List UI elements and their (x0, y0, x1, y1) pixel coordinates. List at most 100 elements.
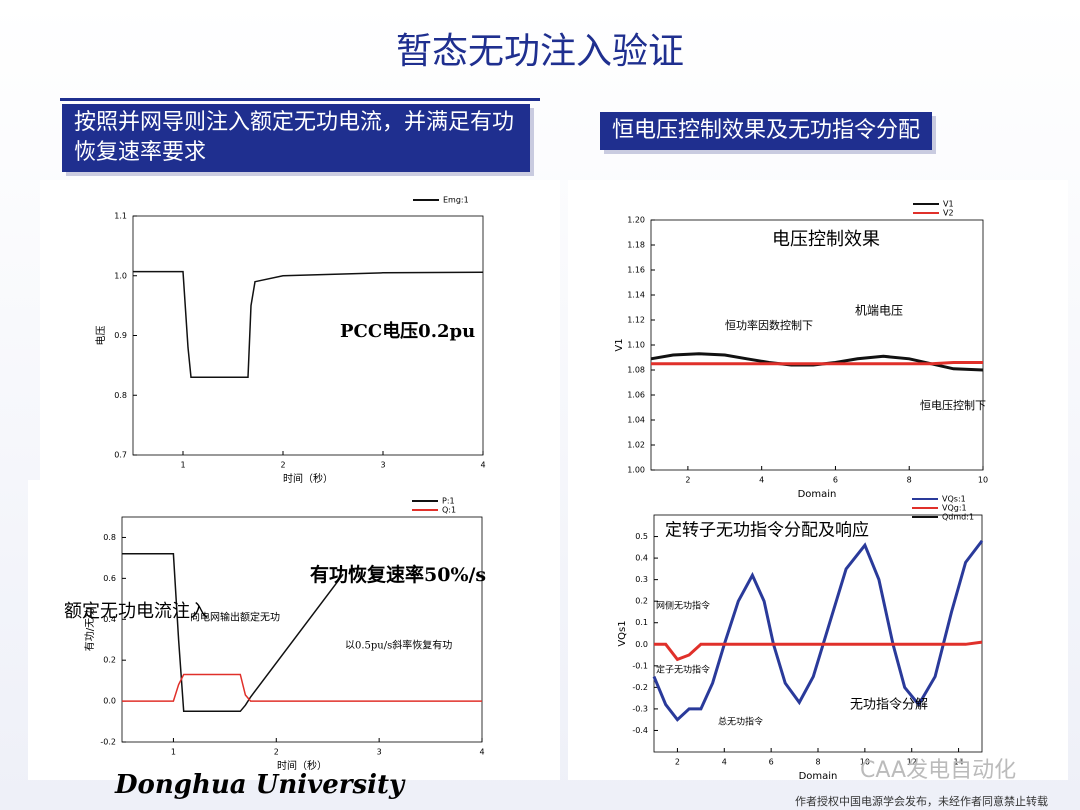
y-tick-label: 1.18 (627, 241, 645, 250)
annotation: 额定无功电流注入 (64, 601, 208, 622)
y-tick-label: 0.7 (114, 451, 127, 460)
x-tick-label: 4 (759, 476, 764, 485)
series-line (650, 352, 984, 372)
legend-label: V2 (943, 209, 954, 218)
watermark: CAA发电自动化 (860, 758, 1017, 783)
y-tick-label: 0.6 (103, 574, 116, 583)
legend-label: V1 (943, 200, 954, 209)
annotation: 向电网输出额定无功 (190, 611, 280, 624)
series-line (122, 553, 344, 713)
y-tick-label: 1.02 (627, 441, 645, 450)
y-tick-label: 0.2 (103, 656, 116, 665)
left-caption: 按照并网导则注入额定无功电流，并满足有功恢复速率要求 (62, 104, 530, 172)
y-tick-label: 0.1 (635, 618, 648, 627)
slide-title: 暂态无功注入验证 (395, 31, 684, 72)
annotation: 以0.5pu/s斜率恢复有功 (345, 639, 452, 652)
y-tick-label: 1.10 (627, 341, 645, 350)
panel (40, 180, 560, 480)
y-tick-label: 1.20 (627, 216, 645, 225)
x-tick-label: 8 (815, 758, 820, 767)
legend-label: VQg:1 (942, 504, 967, 513)
y-axis-label: VQs1 (617, 620, 628, 646)
x-tick-label: 10 (860, 758, 870, 767)
series-line (133, 270, 484, 379)
annotation: 无功指令分解 (850, 698, 928, 713)
y-tick-label: 1.16 (627, 266, 645, 275)
x-tick-label: 1 (180, 461, 185, 470)
x-tick-label: 14 (953, 758, 963, 767)
legend-label: P:1 (442, 497, 455, 506)
x-tick-label: 8 (907, 476, 912, 485)
annotation: 机端电压 (855, 304, 903, 318)
y-tick-label: 0.8 (103, 533, 116, 542)
y-axis-label: 电压 (94, 326, 107, 346)
x-axis-label: 时间（秒） (283, 472, 333, 485)
x-axis-label: 时间（秒） (277, 759, 327, 772)
university: Donghua University (115, 770, 405, 800)
x-tick-label: 3 (377, 748, 382, 757)
annotation: 电压控制效果 (772, 229, 880, 250)
y-tick-label: -0.4 (632, 726, 648, 735)
y-tick-label: 0.0 (103, 697, 116, 706)
y-tick-label: 0.9 (114, 331, 127, 340)
annotation: 定转子无功指令分配及响应 (665, 521, 869, 541)
x-tick-label: 1 (171, 748, 176, 757)
x-tick-label: 6 (833, 476, 838, 485)
panel (28, 480, 560, 780)
series-line (652, 539, 984, 722)
x-tick-label: 6 (769, 758, 774, 767)
y-tick-label: 1.04 (627, 416, 645, 425)
y-tick-label: 1.12 (627, 316, 645, 325)
y-tick-label: 0.2 (635, 597, 648, 606)
legend-label: VQs:1 (942, 495, 966, 504)
y-axis-label: V1 (614, 338, 625, 351)
x-axis-label: Domain (798, 489, 837, 500)
y-tick-label: -0.3 (632, 704, 648, 713)
annotation: PCC电压0.2pu (340, 320, 475, 342)
y-tick-label: -0.2 (100, 738, 116, 747)
x-tick-label: 2 (280, 461, 285, 470)
x-axis-label: Domain (799, 771, 838, 782)
y-tick-label: 0.4 (635, 554, 648, 563)
y-tick-label: 0.5 (635, 532, 648, 541)
annotation: 定子无功指令 (656, 664, 710, 676)
right-caption: 恒电压控制效果及无功指令分配 (600, 112, 933, 150)
y-axis-label: 有功/无功 (83, 608, 96, 651)
x-tick-label: 4 (722, 758, 727, 767)
legend-label: Emg:1 (443, 196, 469, 205)
legend-label: Qdmd:1 (942, 513, 974, 522)
plot-frame (653, 514, 983, 753)
annotation: 恒电压控制下 (920, 398, 986, 412)
y-tick-label: 1.1 (114, 212, 127, 221)
x-tick-label: 2 (274, 748, 279, 757)
plot-frame (650, 219, 984, 471)
x-tick-label: 4 (480, 461, 485, 470)
x-tick-label: 3 (380, 461, 385, 470)
y-tick-label: 1.08 (627, 366, 645, 375)
x-tick-label: 2 (675, 758, 680, 767)
y-tick-label: 0.3 (635, 575, 648, 584)
notice: 作者授权中国电源学会发布，未经作者同意禁止转载 (795, 795, 1048, 808)
y-tick-label: 0.4 (103, 615, 116, 624)
x-tick-label: 12 (907, 758, 917, 767)
x-tick-label: 2 (685, 476, 690, 485)
y-tick-label: 1.14 (627, 291, 645, 300)
series-line (651, 361, 983, 366)
annotation: 恒功率因数控制下 (725, 318, 813, 332)
rule (60, 98, 540, 101)
y-tick-label: 0.0 (635, 640, 648, 649)
x-tick-label: 4 (479, 748, 484, 757)
y-tick-label: 1.0 (114, 271, 127, 280)
y-tick-label: 0.8 (114, 391, 127, 400)
annotation: 有功恢复速率50%/s (310, 563, 486, 586)
y-tick-label: -0.2 (632, 683, 648, 692)
annotation: 总无功指令 (718, 716, 763, 728)
legend-label: Q:1 (442, 506, 456, 515)
annotation: 网侧无功指令 (656, 600, 710, 612)
plot-frame (121, 516, 483, 743)
y-tick-label: 1.00 (627, 466, 645, 475)
y-tick-label: 1.06 (627, 391, 645, 400)
x-tick-label: 10 (978, 476, 988, 485)
